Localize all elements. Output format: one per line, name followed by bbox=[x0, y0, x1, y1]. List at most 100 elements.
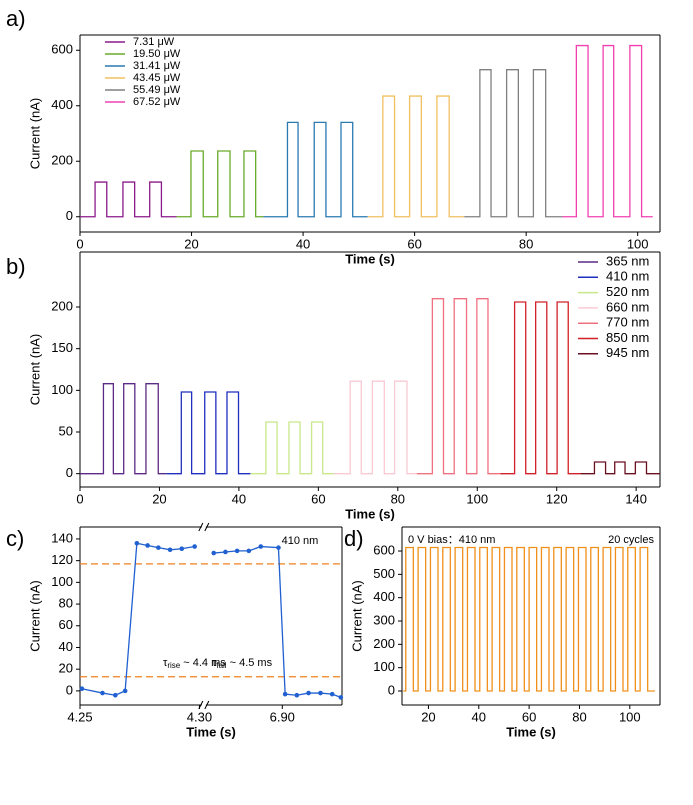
y-tick-label: 600 bbox=[373, 542, 395, 557]
data-point bbox=[167, 547, 173, 553]
panel: 0 100 200 300 400 500 600 20 40 60 80 100 d) Time (s)… bbox=[344, 526, 661, 739]
annotation-subscript: fall bbox=[216, 661, 226, 670]
data-point bbox=[122, 688, 128, 694]
series-line bbox=[367, 95, 465, 218]
data-point bbox=[223, 549, 228, 555]
y-tick-label: 40 bbox=[59, 639, 73, 654]
legend-label: 7.31 μW bbox=[133, 36, 175, 48]
data-point bbox=[294, 692, 300, 698]
series-line bbox=[464, 69, 563, 218]
panel: 0 20 40 60 80 100 120 140 4.25 4.30 6.90 c) Time (s)… bbox=[6, 522, 344, 739]
annotation-text: 0 V bias：410 nm bbox=[408, 534, 495, 546]
series-line bbox=[80, 181, 177, 218]
x-axis-title: Time (s) bbox=[506, 724, 556, 739]
data-point bbox=[145, 543, 150, 548]
x-tick-label: 0 bbox=[76, 236, 83, 251]
data-point bbox=[329, 691, 335, 697]
legend-label: 945 nm bbox=[606, 345, 649, 360]
data-point bbox=[234, 548, 240, 554]
annotation-text: 20 cycles bbox=[608, 534, 654, 546]
data-point bbox=[306, 690, 311, 696]
y-tick-label: 200 bbox=[373, 636, 395, 651]
annotation: 20 cycles bbox=[608, 534, 654, 546]
series-line bbox=[250, 421, 334, 475]
annotation-text: ~ 4.5 ms bbox=[230, 657, 273, 669]
data-point bbox=[179, 546, 185, 552]
y-axis-title: Current (nA) bbox=[27, 580, 42, 652]
x-tick-label: 100 bbox=[466, 491, 488, 506]
data-point bbox=[211, 550, 217, 556]
y-tick-label: 0 bbox=[388, 682, 395, 697]
y-axis-title: Current (nA) bbox=[27, 334, 42, 406]
data-point bbox=[156, 545, 161, 550]
y-tick-label: 100 bbox=[373, 659, 395, 674]
y-tick-label: 100 bbox=[51, 574, 73, 589]
y-tick-label: 600 bbox=[51, 42, 73, 57]
axis-break bbox=[204, 700, 210, 710]
series-line bbox=[80, 383, 167, 475]
y-tick-label: 400 bbox=[51, 97, 73, 112]
y-axis-title: Current (nA) bbox=[27, 98, 42, 170]
x-axis-title: Time (s) bbox=[345, 506, 395, 521]
annotation: τfall ~ 4.5 ms bbox=[212, 657, 273, 670]
x-tick-label: 6.90 bbox=[270, 709, 295, 724]
y-tick-label: 120 bbox=[51, 552, 73, 567]
data-point bbox=[282, 691, 288, 697]
y-tick-label: 60 bbox=[59, 617, 73, 632]
annotation: 0 V bias：410 nm bbox=[408, 534, 495, 546]
series-line bbox=[416, 298, 501, 475]
legend-label: 850 nm bbox=[606, 330, 649, 345]
series-line bbox=[500, 301, 581, 475]
legend-label: 19.50 μW bbox=[133, 48, 181, 60]
annotation-symbol: τ bbox=[212, 657, 217, 669]
y-axis-title: Current (nA) bbox=[349, 580, 364, 652]
legend-label: 55.49 μW bbox=[133, 84, 181, 96]
data-point bbox=[318, 690, 323, 696]
y-tick-label: 500 bbox=[373, 566, 395, 581]
legend-label: 31.41 μW bbox=[133, 60, 181, 72]
annotation-symbol: τ bbox=[163, 657, 168, 669]
x-tick-label: 60 bbox=[407, 236, 421, 251]
annotation-text: 410 nm bbox=[282, 535, 319, 547]
x-tick-label: 20 bbox=[152, 491, 166, 506]
panel: 0 50 100 150 200 0 20 40 60 80 100 120 140 b) Time (s)… bbox=[6, 251, 661, 521]
x-tick-label: 140 bbox=[625, 491, 647, 506]
data-point bbox=[192, 544, 197, 549]
x-tick-label: 0 bbox=[76, 491, 83, 506]
panel: 0 200 400 600 0 20 40 60 80 100 a) Time (s) Current … bbox=[6, 6, 661, 266]
x-tick-label: 40 bbox=[472, 709, 486, 724]
data-point bbox=[113, 692, 118, 698]
series-line bbox=[562, 44, 653, 218]
series-line bbox=[176, 150, 264, 218]
y-tick-label: 200 bbox=[51, 298, 73, 313]
legend-label: 520 nm bbox=[606, 284, 649, 299]
data-point bbox=[258, 544, 264, 549]
series-line bbox=[403, 546, 655, 692]
x-tick-label: 60 bbox=[522, 709, 536, 724]
legend-label: 365 nm bbox=[606, 253, 649, 268]
x-tick-label: 80 bbox=[572, 709, 586, 724]
y-tick-label: 0 bbox=[66, 682, 73, 697]
series-line bbox=[333, 380, 417, 475]
x-tick-label: 40 bbox=[232, 491, 246, 506]
x-tick-label: 80 bbox=[391, 491, 405, 506]
legend-label: 43.45 μW bbox=[133, 72, 181, 84]
x-tick-label: 40 bbox=[296, 236, 310, 251]
data-point bbox=[246, 548, 252, 554]
series-line bbox=[213, 545, 342, 699]
x-tick-label: 20 bbox=[421, 709, 435, 724]
x-tick-label: 4.25 bbox=[67, 709, 92, 724]
y-tick-label: 20 bbox=[59, 661, 73, 676]
y-tick-label: 0 bbox=[66, 208, 73, 223]
x-tick-label: 20 bbox=[184, 236, 198, 251]
y-tick-label: 140 bbox=[51, 530, 73, 545]
x-tick-label: 4.30 bbox=[187, 709, 212, 724]
x-axis-title: Time (s) bbox=[345, 251, 395, 266]
x-tick-label: 100 bbox=[619, 709, 641, 724]
data-point bbox=[100, 690, 105, 696]
series-line bbox=[263, 121, 368, 218]
x-axis-title: Time (s) bbox=[186, 724, 236, 739]
x-tick-label: 60 bbox=[311, 491, 325, 506]
x-tick-label: 100 bbox=[627, 236, 649, 251]
legend-label: 660 nm bbox=[606, 299, 649, 314]
